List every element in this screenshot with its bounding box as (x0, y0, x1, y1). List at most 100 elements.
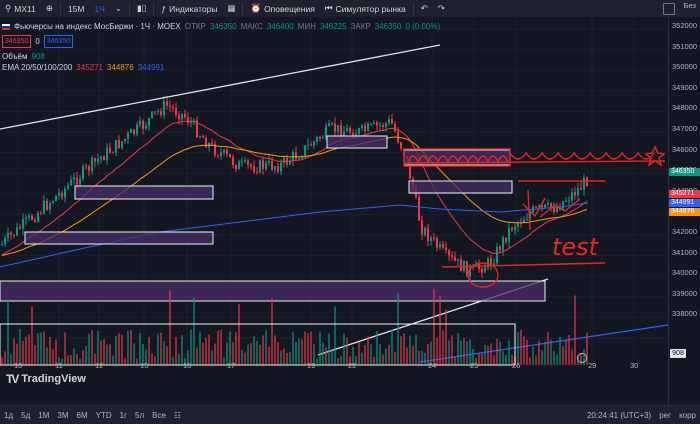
candle-body (370, 123, 372, 125)
range-button[interactable]: 1д (4, 410, 14, 420)
volume-bar (322, 342, 324, 365)
candles-icon: ▮▯ (137, 3, 147, 13)
grid-icon: ▦ (227, 3, 236, 13)
sell-button[interactable]: 346350 (2, 35, 32, 48)
scale-mode-button[interactable]: рег (659, 410, 672, 420)
symbol-title[interactable]: Фьючерсы на индекс МосБиржи · 1Ч · MOEX (14, 22, 181, 31)
plus-icon: ⊕ (45, 3, 53, 13)
volume-bar (586, 332, 588, 365)
candle-body (151, 111, 153, 118)
volume-bar (499, 341, 501, 365)
chevron-down-icon: ⌄ (114, 3, 123, 13)
volume-bar (310, 331, 312, 365)
candle-body (121, 141, 123, 149)
candle-body (142, 120, 144, 129)
chart-canvas[interactable]: test (0, 17, 669, 405)
corr-button[interactable]: корр (679, 410, 696, 420)
timeframe-1h[interactable]: 1Ч (89, 4, 109, 14)
add-symbol-button[interactable]: ⊕ (41, 3, 58, 14)
high-value: 346400 (266, 22, 294, 31)
volume-bar (553, 351, 555, 365)
price-axis[interactable]: 352000 351000 350000 349000 348000 347000 3460… (668, 17, 700, 405)
ema50-line (1, 136, 588, 256)
candle-body (241, 161, 243, 163)
tv-logo-icon: TV (6, 372, 19, 386)
candle-body (391, 119, 393, 124)
current-price-tag: 346350 (669, 168, 700, 176)
volume-bar (340, 356, 342, 365)
range-button[interactable]: Все (152, 410, 166, 420)
volume-bar (67, 355, 69, 365)
chart-pane[interactable]: test (0, 17, 669, 405)
timeframe-15m[interactable]: 15M (63, 4, 90, 14)
range-button[interactable]: 6М (76, 410, 88, 420)
range-button[interactable]: 1М (38, 410, 50, 420)
volume-bar (73, 348, 75, 365)
alerts-button[interactable]: ⏰ Оповещения (245, 3, 319, 14)
range-button[interactable]: 3М (57, 410, 69, 420)
volume-bar (145, 349, 147, 365)
volume-bar (28, 334, 30, 365)
volume-bar (151, 353, 153, 365)
top-right-panel[interactable]: Без (684, 2, 696, 10)
candle-body (115, 139, 117, 153)
volume-bar (232, 342, 234, 365)
candle-body (85, 166, 87, 168)
candle-body (94, 157, 96, 162)
volume-bar (487, 345, 489, 365)
range-button[interactable]: 5д (21, 410, 31, 420)
candle-body (535, 206, 537, 208)
candle-body (547, 202, 549, 205)
redo-button[interactable]: ↷ (433, 3, 450, 14)
volume-bar (85, 345, 87, 365)
volume-bar (196, 347, 198, 365)
volume-bar (25, 336, 27, 365)
layout-button[interactable]: ▦ (222, 3, 240, 14)
volume-bar (241, 349, 243, 365)
candle-body (400, 142, 402, 149)
clock[interactable]: 20:24:41 (UTC+3) (586, 410, 652, 420)
timeframe-15m-label: 15M (67, 3, 85, 14)
volume-bar (361, 352, 363, 365)
bottom-toolbar: 1д 5д 1М 3М 6М YTD 1г 5л Все ☷ 20:24:41 (UTC+3) … (0, 405, 700, 424)
volume-bar (304, 331, 306, 365)
volume-bar (511, 355, 513, 365)
volume-bar (529, 357, 531, 365)
volume-bar (535, 355, 537, 365)
fullscreen-icon[interactable] (663, 3, 675, 15)
volume-bar (508, 340, 510, 365)
candle-body (430, 237, 432, 242)
undo-button[interactable]: ↶ (416, 3, 433, 14)
buy-button[interactable]: 346350 (43, 35, 74, 48)
candle-body (67, 185, 69, 189)
candle-body (55, 195, 57, 202)
volume-bar (562, 346, 564, 365)
indicators-button[interactable]: ƒ Индикаторы (156, 4, 222, 14)
timeframe-dropdown[interactable]: ⌄ (110, 3, 127, 14)
separator (59, 2, 61, 15)
calendar-icon[interactable]: ☷ (173, 410, 182, 420)
volume-bar (187, 350, 189, 365)
replay-button[interactable]: ⏮ Симулятор рынка (320, 3, 411, 14)
time-label: 16 (183, 361, 192, 370)
volume-bar (121, 334, 123, 365)
search-icon: ⚲ (5, 3, 12, 13)
range-button[interactable]: 5л (135, 410, 145, 420)
volume-bar (448, 340, 450, 365)
time-label: 19 (307, 361, 316, 370)
change-value: 0 (0.00%) (405, 22, 441, 31)
volume-bar (538, 340, 540, 365)
symbol-search[interactable]: ⚲ MX11 (0, 3, 41, 14)
range-button[interactable]: YTD (95, 410, 112, 420)
candle-body (247, 160, 249, 165)
candle-body (277, 166, 279, 172)
separator (129, 2, 131, 15)
candle-body (106, 147, 108, 161)
candle-body (175, 108, 177, 116)
close-label: ЗАКР (350, 22, 371, 31)
range-button[interactable]: 1г (119, 410, 127, 420)
chart-type-button[interactable]: ▮▯ (132, 3, 151, 14)
candle-body (97, 159, 99, 162)
volume-bar (427, 343, 429, 365)
volume-bar (520, 329, 522, 365)
